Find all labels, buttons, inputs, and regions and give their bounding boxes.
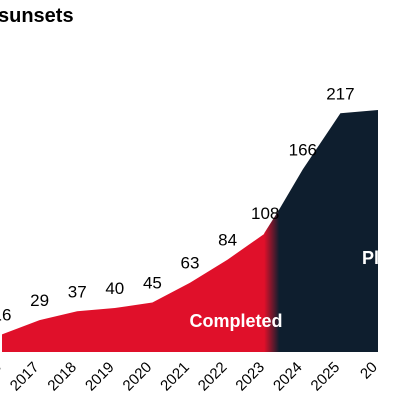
value-label-2023: 108 (251, 204, 279, 223)
value-label-2021: 63 (181, 254, 200, 273)
x-axis: 6 2017 2018 2019 2020 2021 2022 2023 2024 2025 20 (0, 359, 381, 395)
value-label-2020: 45 (143, 274, 162, 293)
x-tick-2016: 6 (0, 359, 5, 377)
plan-area (265, 110, 378, 352)
area-transition-band (264, 209, 280, 352)
value-label-2017: 29 (30, 291, 49, 310)
x-tick-2025: 2025 (308, 359, 344, 395)
x-tick-2023: 2023 (232, 359, 268, 395)
value-label-2019: 40 (105, 279, 124, 298)
chart-title: sunsets (0, 5, 74, 27)
value-label-2025: 217 (326, 84, 354, 103)
x-tick-2021: 2021 (157, 359, 193, 395)
x-tick-2017: 2017 (7, 359, 43, 395)
completed-area-label: Completed (189, 311, 282, 331)
plan-area-label: Plan (362, 248, 400, 268)
completed-area (2, 233, 266, 352)
area-layer (2, 110, 378, 352)
x-tick-2018: 2018 (44, 359, 80, 395)
value-label-2018: 37 (68, 282, 87, 301)
value-label-2022: 84 (218, 231, 237, 250)
x-tick-2022: 2022 (195, 359, 231, 395)
value-label-layer: 16 29 37 40 45 63 84 108 166 217 (0, 84, 355, 324)
x-tick-2024: 2024 (270, 359, 306, 395)
x-tick-2019: 2019 (82, 359, 118, 395)
value-label-2016: 16 (0, 305, 11, 324)
value-label-2024: 166 (289, 140, 317, 159)
x-tick-2026: 20 (357, 359, 381, 383)
x-tick-2020: 2020 (120, 359, 156, 395)
